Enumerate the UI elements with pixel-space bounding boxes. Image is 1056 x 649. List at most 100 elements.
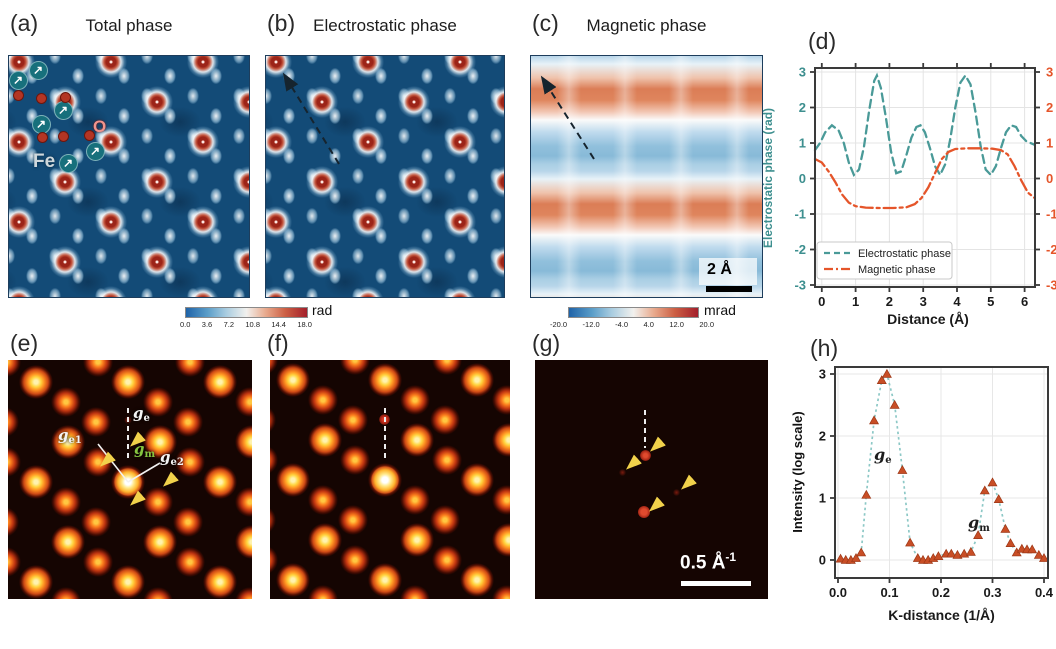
colorbar-tick: 7.2 xyxy=(223,320,235,329)
x-tick-label: 3 xyxy=(920,294,927,309)
triangle-marker xyxy=(973,530,984,539)
triangle-marker xyxy=(1000,523,1011,533)
dashed-arrow xyxy=(282,72,340,165)
colorbar-tick: 14.4 xyxy=(271,320,286,329)
panel-b-title: Electrostatic phase xyxy=(313,16,457,35)
y-tick-label-right: -2 xyxy=(1046,242,1056,257)
colorbar-tick: 18.0 xyxy=(297,320,312,329)
ge2-vector-line xyxy=(127,462,161,483)
panel-a-label: (a) xyxy=(10,10,39,36)
y-tick-label-left: 1 xyxy=(799,136,806,151)
series-dashdot xyxy=(813,147,1036,210)
scalebar-bar xyxy=(681,581,751,586)
yellow-arrow xyxy=(100,451,116,467)
triangle-marker xyxy=(1005,538,1016,548)
triangle-marker xyxy=(876,375,887,384)
o-atom-marker xyxy=(57,130,69,142)
triangle-marker xyxy=(856,547,867,557)
o-atom-marker xyxy=(83,129,95,141)
yellow-arrow xyxy=(130,490,146,506)
colorbar-tick: 20.0 xyxy=(699,320,714,329)
legend-label-electrostatic: Electrostatic phase xyxy=(858,248,951,260)
panel-c-image: 2 Å xyxy=(530,55,763,298)
colorbar-mrad-ticks: -20.0 -12.0 -4.0 4.0 12.0 20.0 xyxy=(550,320,714,329)
y-tick-label-right: -1 xyxy=(1046,207,1056,222)
series-dotted-line xyxy=(840,372,1045,561)
y-tick-label-right: 2 xyxy=(1046,100,1053,115)
x-tick-label: 1 xyxy=(852,294,859,309)
magnetic-spot xyxy=(638,506,650,518)
triangle-marker xyxy=(1027,544,1038,554)
panel-c-title: Magnetic phase xyxy=(586,16,707,35)
panel-f-label: (f) xyxy=(267,330,289,356)
triangle-marker xyxy=(912,553,923,562)
y-axis-label: Intensity (log scale) xyxy=(790,411,805,532)
colorbar-tick: 12.0 xyxy=(669,320,684,329)
fe-atom-marker: ↗ xyxy=(85,141,105,161)
fe-atom-marker: ↗ xyxy=(58,153,78,173)
y-tick-label-left: -3 xyxy=(794,278,806,293)
legend-box xyxy=(816,241,953,280)
y-axis-label: Electrostatic phase (rad) xyxy=(761,108,775,248)
fe-atom-label: Fe xyxy=(33,151,56,172)
panel-d-label: (d) xyxy=(808,28,837,54)
colorbar-rad-ticks: 0.0 3.6 7.2 10.8 14.4 18.0 xyxy=(180,320,312,329)
triangle-marker xyxy=(1033,549,1044,559)
panel-a-image: ↗ ↗ ↗ ↗ ↗ ↗ Fe O xyxy=(8,55,250,298)
panel-b-label: (b) xyxy=(267,10,296,36)
yellow-arrow xyxy=(681,474,697,490)
o-atom-marker xyxy=(35,92,47,104)
y-tick-label-right: 3 xyxy=(1046,65,1053,80)
y-tick-label-left: -2 xyxy=(794,242,806,257)
panel-e-label: (e) xyxy=(10,330,39,356)
y-tick-label-left: -1 xyxy=(794,207,806,222)
x-tick-label: 0 xyxy=(818,294,825,309)
y-tick-label-left: 0 xyxy=(799,171,806,186)
o-atom-marker xyxy=(59,91,71,103)
yellow-arrow xyxy=(650,436,666,452)
magnetic-spot xyxy=(640,450,651,461)
colorbar-tick: -4.0 xyxy=(615,320,629,329)
legend-label-magnetic: Magnetic phase xyxy=(858,264,936,276)
central-beam-spot xyxy=(371,466,399,494)
colorbar-mrad-unit: mrad xyxy=(704,302,736,318)
y-tick-label-right: 1 xyxy=(1046,136,1053,151)
y-tick-label-left: 2 xyxy=(799,100,806,115)
line-chart-intensity: 0.0 0.1 0.2 0.3 0.4 0 1 2 3 Intensity (log scale)… xyxy=(790,366,1054,623)
triangle-marker xyxy=(905,537,916,547)
colorbar-tick: 10.8 xyxy=(245,320,260,329)
fe-atom-marker: ↗ xyxy=(53,100,73,120)
panel-f-annotations xyxy=(384,408,386,458)
colorbar-tick: 0.0 xyxy=(180,320,191,329)
y-tick-label: 3 xyxy=(819,367,826,382)
ge-label: ge xyxy=(133,404,150,424)
x-axis-label: K-distance (1/Å) xyxy=(888,607,995,623)
triangle-marker xyxy=(897,464,908,474)
triangle-marker xyxy=(993,494,1004,503)
panel-a-title: Total phase xyxy=(85,16,173,35)
triangle-marker xyxy=(965,546,976,556)
ge1-label: ge1 xyxy=(58,426,82,446)
magnetic-spot-faint xyxy=(619,469,626,476)
panel-g-annotations xyxy=(626,410,697,512)
triangle-marker xyxy=(952,549,963,559)
triangle-marker xyxy=(1039,553,1049,562)
colorbar-tick: -20.0 xyxy=(550,320,568,329)
y-tick-label: 1 xyxy=(819,491,826,506)
x-tick-label: 0.4 xyxy=(1035,585,1054,600)
axes-frame xyxy=(814,67,1036,288)
colorbar-rad xyxy=(185,307,308,318)
gm-label: gm xyxy=(134,440,156,460)
panel-g-label: (g) xyxy=(532,330,561,356)
line-chart-phase-profiles: 0 1 2 3 4 5 6 -3 -3 -2 -2 -1 -1 0 0 1 1 2 2 3 3 Electrostatic… xyxy=(761,63,1056,327)
panel-e-image: ge1 ge gm ge2 xyxy=(8,360,252,599)
triangle-marker xyxy=(987,477,998,487)
y-tick-label: 2 xyxy=(819,429,826,444)
ge2-label: ge2 xyxy=(160,448,184,468)
triangle-marker xyxy=(881,368,892,378)
y-tick-label-left: 3 xyxy=(799,65,806,80)
o-atom-label: O xyxy=(93,117,107,136)
panel-e-annotations xyxy=(97,408,179,506)
triangle-marker xyxy=(979,485,990,495)
